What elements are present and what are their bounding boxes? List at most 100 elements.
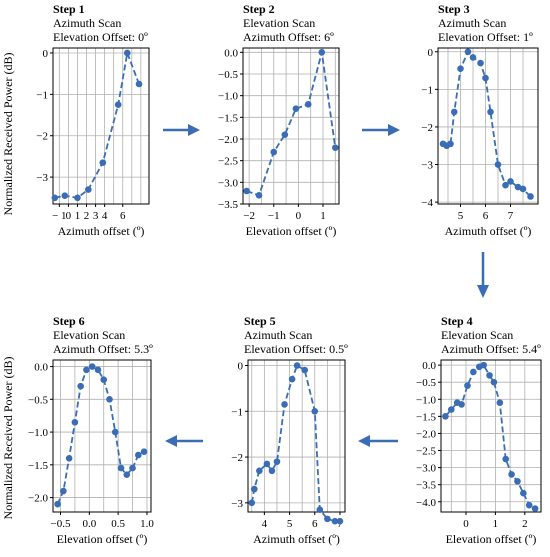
data-point xyxy=(243,187,250,195)
y-tick-label: −3 xyxy=(231,498,243,510)
data-point xyxy=(464,382,471,389)
data-point xyxy=(54,500,61,508)
step-2-offset: Azimuth Offset: 6º xyxy=(243,30,334,44)
data-point xyxy=(457,65,464,72)
data-point xyxy=(77,382,84,390)
data-point xyxy=(248,499,256,507)
data-point xyxy=(273,458,281,465)
plot-frame xyxy=(52,47,150,205)
data-point xyxy=(519,185,527,193)
y-tick-label: 0.0 xyxy=(224,47,238,59)
data-point xyxy=(288,375,296,383)
data-point xyxy=(487,108,494,116)
step-1-title: Step 1 xyxy=(53,2,85,16)
x-tick-label: 5 xyxy=(458,210,464,222)
data-point xyxy=(140,448,148,456)
data-point xyxy=(100,376,108,383)
step-5-title: Step 5 xyxy=(244,314,276,328)
plot-frame xyxy=(242,47,340,205)
data-point xyxy=(324,515,331,523)
x-tick-label: 1 xyxy=(493,518,499,530)
data-point xyxy=(527,193,534,200)
data-point xyxy=(508,471,515,478)
y-tick-label: −3 xyxy=(36,172,48,184)
x-tick-label: 6 xyxy=(120,210,126,222)
data-point xyxy=(293,362,301,369)
step-5-scan: Azimuth Scan xyxy=(244,328,312,342)
y-tick-label: −1.0 xyxy=(28,427,48,439)
x-axis-label: Elevation offset (º) xyxy=(246,224,337,238)
data-point xyxy=(99,159,107,166)
y-tick-label: −3 xyxy=(421,160,433,172)
y-tick-label: −2 xyxy=(231,452,243,464)
data-point xyxy=(94,366,102,374)
x-tick-label: 4 xyxy=(102,210,108,222)
data-point xyxy=(331,517,339,525)
data-point xyxy=(88,363,96,370)
y-tick-label: −0.5 xyxy=(28,394,48,406)
data-point xyxy=(514,477,521,485)
data-point xyxy=(514,183,522,191)
data-point xyxy=(494,161,502,168)
x-tick-label: 7 xyxy=(508,210,514,222)
y-tick-label: −3.5 xyxy=(218,199,238,211)
data-point xyxy=(311,407,319,415)
y-tick-label: −1.5 xyxy=(416,411,436,423)
y-tick-label: −1 xyxy=(231,406,243,418)
data-point xyxy=(316,506,324,514)
y-tick-label: −0.5 xyxy=(218,69,238,81)
data-point xyxy=(268,467,276,475)
y-tick-label: −1 xyxy=(36,89,48,101)
step-6-title: Step 6 xyxy=(53,314,85,328)
data-point xyxy=(447,406,455,413)
data-point xyxy=(304,101,312,108)
data-point xyxy=(477,59,484,67)
plot-frame xyxy=(247,359,346,513)
step-3-heading: Step 3 Azimuth Scan Elevation Offset: 1º xyxy=(438,2,533,44)
step-2-scan: Elevation Scan xyxy=(243,16,315,30)
data-point xyxy=(470,368,477,376)
data-point xyxy=(292,105,300,112)
data-point xyxy=(117,464,125,472)
data-point xyxy=(263,460,271,468)
data-point xyxy=(281,131,289,138)
data-point xyxy=(486,372,493,379)
series-line xyxy=(442,50,532,198)
step-4-scan: Elevation Scan xyxy=(441,328,513,342)
step-2-title: Step 2 xyxy=(243,2,275,16)
x-tick-label: 0 xyxy=(296,210,302,222)
series-line xyxy=(54,49,140,199)
y-axis-label-top: Normalized Received Power (dB) xyxy=(1,53,15,216)
chart-step-4: 0 1 2 0.0 −0.5 −1.0 −1.5 −2.0 −2.5 −3.0 −3.5 −4.0 El… xyxy=(416,359,542,546)
series-line xyxy=(250,364,340,523)
y-tick-label: −0.5 xyxy=(416,377,436,389)
series-line xyxy=(444,363,536,510)
data-point xyxy=(250,485,258,493)
data-point xyxy=(464,48,472,56)
arrow-left-1 xyxy=(358,435,398,447)
data-point xyxy=(450,108,458,116)
x-axis-label: Azimuth offset (º) xyxy=(253,532,340,546)
x-tick-label: −2 xyxy=(243,210,255,222)
x-tick-label: 1 xyxy=(75,210,81,222)
data-point xyxy=(480,361,487,369)
data-point xyxy=(256,467,263,475)
y-tick-label: 0 xyxy=(428,47,434,59)
data-point xyxy=(123,49,131,57)
data-point xyxy=(332,144,339,151)
plot-frame xyxy=(440,359,542,513)
y-tick-label: 0 xyxy=(43,48,49,60)
data-point xyxy=(51,194,59,202)
plot-frame xyxy=(437,47,539,205)
y-tick-label: −2 xyxy=(36,131,48,143)
x-tick-label: 0.0 xyxy=(82,518,96,530)
chart-step-3: 5 6 7 0 −1 −2 −3 −4 Azimuth offset (º) xyxy=(421,47,539,238)
chart-step-2: −2 −1 0 1 0.0 −0.5 −1.0 −1.5 −2.0 −2.5 −3.0 −3.5 Ele… xyxy=(218,47,340,238)
x-tick-label: 1 xyxy=(320,210,326,222)
series-line xyxy=(56,365,145,505)
data-point xyxy=(490,378,498,386)
x-tick-label: 0 xyxy=(66,210,72,222)
x-tick-label: 0.5 xyxy=(111,518,125,530)
